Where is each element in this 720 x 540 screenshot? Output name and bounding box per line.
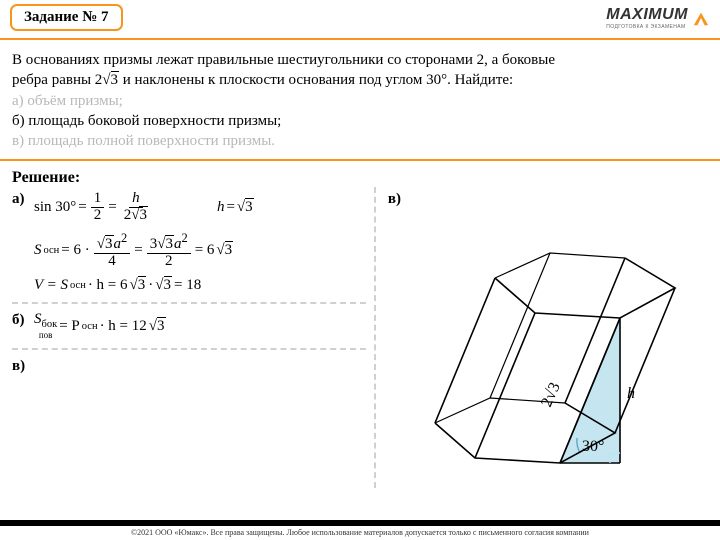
fig-edge-label: 2√3 bbox=[538, 380, 564, 410]
problem-text: В основаниях призмы лежат правильные шес… bbox=[0, 44, 720, 155]
bpsub: осн bbox=[82, 321, 98, 332]
vlhs: V = S bbox=[34, 277, 68, 294]
sf1sq: 2 bbox=[121, 231, 127, 245]
main: а) sin 30° = 12 = h 2√3 h = √3 Sосн = 6 … bbox=[0, 187, 720, 488]
sf2d: 2 bbox=[162, 254, 176, 270]
f1d: 2 bbox=[91, 208, 105, 224]
sin-text: sin 30° bbox=[34, 199, 76, 216]
tag-b: б) bbox=[12, 312, 34, 329]
bsub1: бок bbox=[42, 319, 58, 330]
right-column: в) bbox=[374, 187, 708, 488]
fig-angle: 30° bbox=[582, 438, 604, 455]
logo-text: MAXIMUM bbox=[606, 6, 688, 23]
eq-sin: sin 30° = 12 = h 2√3 h = √3 bbox=[34, 191, 254, 224]
f2n: h bbox=[132, 190, 140, 206]
task-badge: Задание № 7 bbox=[10, 4, 123, 31]
problem-c: в) площадь полной поверхности призмы. bbox=[12, 133, 275, 149]
srr: 3 bbox=[225, 241, 234, 258]
vd: · bbox=[148, 277, 153, 294]
bmid: = P bbox=[59, 318, 80, 335]
tag-v: в) bbox=[12, 358, 34, 375]
row-a1: а) sin 30° = 12 = h 2√3 h = √3 bbox=[12, 191, 366, 224]
fig-h-label: h bbox=[627, 385, 635, 402]
left-column: а) sin 30° = 12 = h 2√3 h = √3 Sосн = 6 … bbox=[12, 187, 374, 488]
problem-line1: В основаниях призмы лежат правильные шес… bbox=[12, 52, 555, 68]
problem-b: б) площадь боковой поверхности призмы; bbox=[12, 113, 281, 129]
hlr: 3 bbox=[245, 198, 254, 215]
eq2: = bbox=[108, 199, 116, 216]
problem-line2b: и наклонены к плоскости основания под уг… bbox=[119, 72, 513, 88]
problem-root: 3 bbox=[111, 71, 120, 88]
row-a3: V = Sосн · h = 6√3 · √3 = 18 bbox=[12, 277, 366, 294]
vr1: 3 bbox=[138, 276, 147, 293]
eq1: = bbox=[78, 199, 86, 216]
vsub: осн bbox=[70, 280, 86, 291]
footer: ©2021 ООО «Юмакс». Все права защищены. Л… bbox=[0, 520, 720, 540]
tag-v-right: в) bbox=[382, 191, 708, 208]
row-b: б) Sбок пов = Pосн · h = 12√3 bbox=[12, 312, 366, 340]
solution-label: Решение: bbox=[0, 165, 720, 187]
ssub: осн bbox=[44, 245, 60, 256]
logo: MAXIMUM ПОДГОТОВКА К ЭКЗАМЕНАМ bbox=[606, 6, 710, 30]
brp: · h = 12 bbox=[100, 318, 147, 335]
eq-sosn: Sосн = 6 · √3a2 4 = 3√3a2 2 = 6√3 bbox=[34, 232, 233, 270]
vm1: · h = 6 bbox=[88, 277, 128, 294]
problem-a: а) объём призмы; bbox=[12, 93, 123, 109]
seq: = 6 · bbox=[61, 242, 89, 259]
row-a2: Sосн = 6 · √3a2 4 = 3√3a2 2 = 6√3 bbox=[12, 232, 366, 270]
logo-icon bbox=[692, 9, 710, 27]
f1n: 1 bbox=[91, 191, 105, 208]
header-rule bbox=[0, 38, 720, 40]
dash2 bbox=[12, 348, 366, 350]
sf2sq: 2 bbox=[181, 231, 187, 245]
sf1r: 3 bbox=[105, 235, 114, 252]
smid: = bbox=[134, 242, 142, 259]
vr2: 3 bbox=[164, 276, 173, 293]
separator bbox=[0, 159, 720, 161]
tag-a: а) bbox=[12, 191, 34, 208]
sreq: = 6 bbox=[195, 242, 215, 259]
sf2r: 3 bbox=[165, 235, 174, 252]
problem-line2a: ребра равны 2 bbox=[12, 72, 102, 88]
dash1 bbox=[12, 302, 366, 304]
hleq: = bbox=[226, 199, 234, 216]
logo-subtext: ПОДГОТОВКА К ЭКЗАМЕНАМ bbox=[606, 24, 688, 30]
eq-sbok: Sбок пов = Pосн · h = 12√3 bbox=[34, 312, 166, 340]
hlab: h bbox=[217, 199, 225, 216]
brr: 3 bbox=[157, 317, 166, 334]
bsub2: пов bbox=[39, 331, 53, 340]
eq-v: V = Sосн · h = 6√3 · √3 = 18 bbox=[34, 277, 201, 294]
header: Задание № 7 MAXIMUM ПОДГОТОВКА К ЭКЗАМЕН… bbox=[0, 0, 720, 38]
sf1d: 4 bbox=[105, 254, 119, 270]
sf1a: a bbox=[114, 236, 122, 252]
footer-text: ©2021 ООО «Юмакс». Все права защищены. Л… bbox=[0, 526, 720, 537]
vres: = 18 bbox=[174, 277, 201, 294]
f2dr: 3 bbox=[139, 206, 148, 223]
bS: S bbox=[34, 311, 42, 327]
sS: S bbox=[34, 242, 42, 259]
row-v: в) bbox=[12, 358, 366, 375]
prism-figure: h 30° 2√3 bbox=[395, 208, 695, 488]
